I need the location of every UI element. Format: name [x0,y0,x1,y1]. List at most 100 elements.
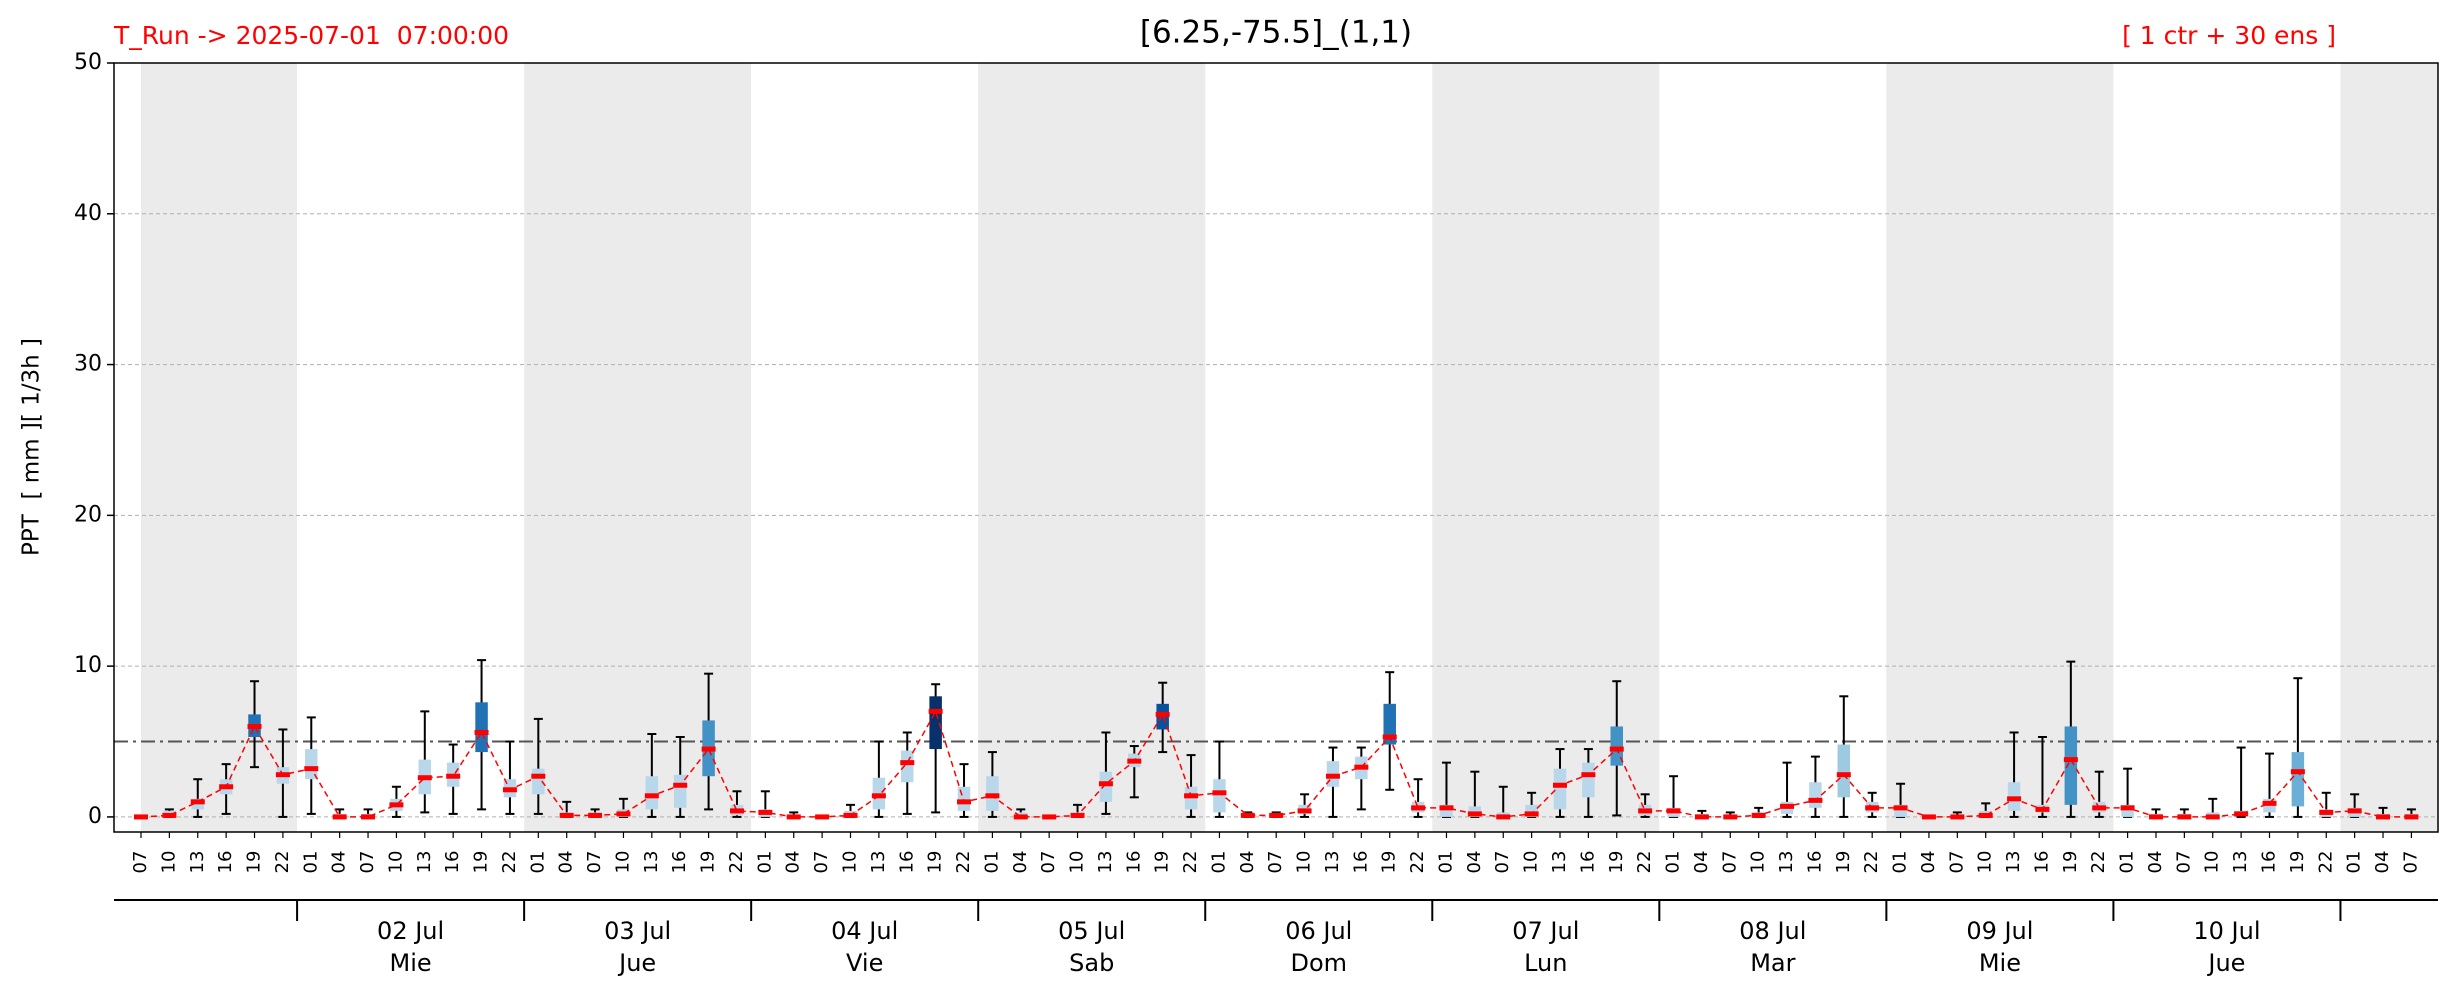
x-tick-label: 04 [783,851,804,874]
day-weekday: Mar [1750,949,1795,977]
median-mark [1382,734,1397,740]
median-mark [247,723,262,729]
median-mark [1950,814,1965,820]
median-mark [1581,772,1596,778]
median-mark [1297,808,1312,814]
median-mark [2262,800,2277,806]
median-mark [2234,811,2249,817]
day-date: 09 Jul [1966,917,2033,945]
x-tick-label: 07 [1265,851,1286,874]
x-tick-label: 16 [1123,851,1144,874]
median-mark [843,812,858,818]
median-mark [1808,797,1823,803]
x-tick-label: 13 [1322,851,1343,874]
median-mark [1325,773,1340,779]
x-tick-label: 01 [300,851,321,874]
median-mark [2092,805,2107,811]
median-mark [1240,812,1255,818]
median-mark [729,808,744,814]
x-tick-label: 07 [1492,851,1513,874]
box [2064,726,2078,805]
x-tick-label: 07 [1038,851,1059,874]
median-mark [758,809,773,815]
median-mark [162,812,177,818]
x-tick-label: 04 [2372,851,2393,874]
median-mark [928,708,943,714]
median-mark [1694,814,1709,820]
x-tick-label: 16 [442,851,463,874]
x-tick-label: 19 [244,851,265,874]
median-mark [1524,811,1539,817]
x-tick-label: 22 [1634,851,1655,874]
median-mark [2290,769,2305,775]
median-mark [701,746,716,752]
median-mark [1978,812,1993,818]
x-tick-label: 10 [2202,851,2223,874]
x-tick-label: 16 [2031,851,2052,874]
x-tick-label: 01 [1208,851,1229,874]
median-mark [985,793,1000,799]
median-mark [2376,814,2391,820]
median-mark [2205,814,2220,820]
day-weekday: Dom [1290,949,1347,977]
x-tick-label: 07 [2173,851,2194,874]
y-axis-label: PPT [ mm ][ 1/3h ] [19,338,45,556]
day-weekday: Jue [2206,949,2245,977]
x-tick-label: 19 [1606,851,1627,874]
day-shade [1432,63,1660,832]
median-mark [957,799,972,805]
x-tick-label: 22 [953,851,974,874]
median-mark [474,729,489,735]
x-tick-label: 19 [925,851,946,874]
median-mark [1666,808,1681,814]
x-tick-label: 13 [1095,851,1116,874]
median-mark [2404,814,2419,820]
day-date: 07 Jul [1512,917,1579,945]
day-shade [1886,63,2114,832]
day-shade [524,63,752,832]
box [1383,703,1396,745]
median-mark [1070,812,1085,818]
box [645,776,659,810]
median-mark [1893,805,1908,811]
box [1099,771,1113,802]
x-tick-label: 13 [1776,851,1797,874]
x-tick-label: 16 [2259,851,2280,874]
median-mark [1269,812,1284,818]
x-tick-label: 10 [385,851,406,874]
median-mark [673,782,688,788]
median-mark [531,773,546,779]
median-mark [1184,793,1199,799]
x-tick-label: 04 [2145,851,2166,874]
median-mark [1723,814,1738,820]
x-tick-label: 07 [1946,851,1967,874]
median-mark [1609,746,1624,752]
median-mark [219,784,234,790]
median-mark [1553,782,1567,788]
day-date: 02 Jul [377,917,444,945]
x-tick-label: 01 [2344,851,2365,874]
x-tick-label: 10 [1067,851,1088,874]
median-line [140,709,2412,818]
x-tick-label: 10 [1521,851,1542,874]
median-mark [134,814,148,820]
median-mark [2148,814,2163,820]
day-weekday: Lun [1524,949,1567,977]
box [1213,779,1226,813]
x-tick-label: 04 [1918,851,1939,874]
median-mark [1411,805,1426,811]
median-mark [1127,758,1142,764]
x-tick-label: 13 [2003,851,2024,874]
median-mark [1865,805,1880,811]
x-tick-label: 19 [1379,851,1400,874]
median-mark [2177,814,2192,820]
median-mark [1098,781,1113,787]
x-tick-label: 22 [2315,851,2336,874]
x-tick-label: 13 [414,851,435,874]
x-tick-label: 19 [2287,851,2308,874]
x-tick-label: 10 [158,851,179,874]
median-mark [1042,814,1057,820]
x-tick-label: 16 [669,851,690,874]
day-date: 05 Jul [1058,917,1125,945]
